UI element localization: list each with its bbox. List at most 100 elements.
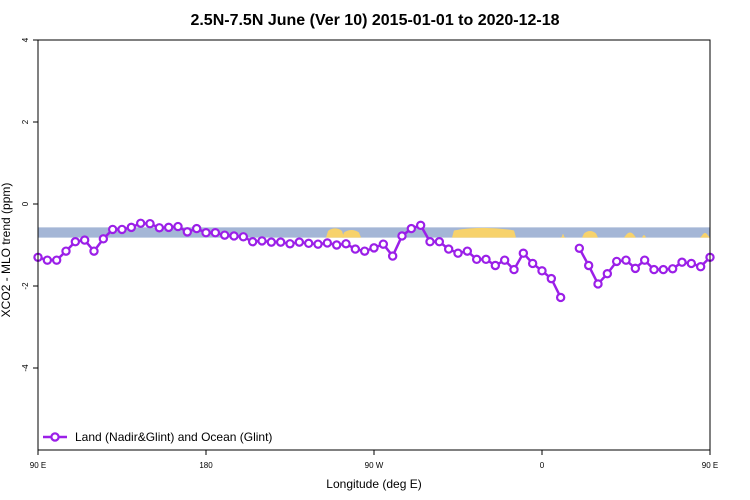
land-patch xyxy=(342,229,361,238)
data-point xyxy=(611,256,622,267)
data-point xyxy=(117,224,127,235)
ocean-band xyxy=(38,227,710,238)
x-tick-label: 0 xyxy=(540,461,545,470)
y-tick-label: 4 xyxy=(21,37,30,42)
data-point xyxy=(145,218,155,229)
data-point xyxy=(593,279,603,289)
data-point xyxy=(98,234,109,244)
data-point xyxy=(341,239,351,249)
x-tick-label: 180 xyxy=(199,461,213,470)
data-point xyxy=(397,231,407,241)
data-point xyxy=(51,255,62,265)
data-point xyxy=(126,222,137,233)
data-point xyxy=(574,243,585,253)
data-point xyxy=(350,244,361,254)
data-point xyxy=(313,239,323,249)
y-tick-label: -4 xyxy=(21,364,30,372)
data-point xyxy=(70,237,81,247)
legend: Land (Nadir&Glint) and Ocean (Glint) xyxy=(43,430,272,444)
data-point xyxy=(42,255,53,265)
data-point xyxy=(695,262,706,272)
data-point xyxy=(275,237,286,247)
data-point xyxy=(182,227,193,237)
data-point xyxy=(257,236,267,246)
data-point xyxy=(546,273,557,284)
data-point xyxy=(387,251,398,261)
chart-title: 2.5N-7.5N June (Ver 10) 2015-01-01 to 20… xyxy=(190,12,559,29)
data-point xyxy=(639,255,650,265)
data-point xyxy=(602,269,613,279)
data-point xyxy=(658,264,669,275)
data-point xyxy=(359,246,370,256)
data-point xyxy=(415,220,426,231)
data-point xyxy=(322,238,333,248)
series-layer xyxy=(33,218,715,303)
data-point xyxy=(331,240,342,250)
data-point xyxy=(462,246,473,256)
data-point xyxy=(247,237,258,247)
data-point xyxy=(499,255,510,265)
data-point xyxy=(163,222,174,233)
x-tick-label: 90 E xyxy=(702,461,718,470)
data-point xyxy=(686,258,697,269)
data-point xyxy=(294,237,305,247)
data-point xyxy=(649,264,659,275)
x-axis-label: Longitude (deg E) xyxy=(326,477,421,491)
land-patch xyxy=(452,227,516,238)
data-point xyxy=(509,264,519,275)
land-patch xyxy=(624,232,636,238)
x-tick-label: 90 E xyxy=(30,461,46,470)
data-point xyxy=(229,231,239,241)
data-point xyxy=(303,238,314,249)
land-patch xyxy=(326,228,344,238)
data-point xyxy=(443,244,454,254)
data-point xyxy=(89,246,99,256)
data-point xyxy=(555,292,566,303)
y-axis-label: XCO2 - MLO trend (ppm) xyxy=(0,183,13,318)
land-patch xyxy=(700,233,710,238)
y-tick-label: 2 xyxy=(21,119,30,124)
data-point xyxy=(471,254,482,265)
data-point xyxy=(266,237,277,247)
data-point xyxy=(135,218,146,228)
data-point xyxy=(434,237,445,247)
data-point xyxy=(210,227,221,238)
data-point xyxy=(191,223,202,234)
data-point xyxy=(583,260,594,271)
land-patch xyxy=(560,234,566,238)
data-point xyxy=(285,239,295,249)
data-point xyxy=(238,232,249,242)
y-tick-label: -2 xyxy=(21,282,30,290)
data-point xyxy=(154,223,165,233)
data-point xyxy=(425,237,435,247)
y-axis: 4 2 0 -2 -4 xyxy=(21,37,38,372)
data-point xyxy=(61,246,71,256)
data-point xyxy=(378,239,389,249)
data-point xyxy=(219,230,230,240)
data-point xyxy=(79,235,90,245)
data-point xyxy=(667,264,678,274)
data-point xyxy=(490,260,501,271)
x-axis: 90 E 180 90 W 0 90 E xyxy=(30,450,718,470)
x-tick-label: 90 W xyxy=(365,461,384,470)
y-tick-label: 0 xyxy=(21,201,30,206)
data-point xyxy=(173,221,183,232)
data-point xyxy=(201,227,211,238)
data-point xyxy=(369,243,379,253)
legend-marker xyxy=(50,432,60,442)
data-point xyxy=(453,248,463,258)
land-patch xyxy=(640,235,648,238)
data-point xyxy=(518,248,529,258)
data-point xyxy=(677,257,687,267)
data-point xyxy=(406,223,417,234)
land-ocean-band xyxy=(38,227,710,238)
data-point xyxy=(527,258,538,269)
data-point xyxy=(630,263,641,274)
data-point xyxy=(621,255,631,265)
data-point xyxy=(481,254,491,265)
data-point xyxy=(107,224,118,235)
land-patch xyxy=(582,230,598,238)
data-point xyxy=(537,266,547,276)
legend-label: Land (Nadir&Glint) and Ocean (Glint) xyxy=(75,430,272,444)
